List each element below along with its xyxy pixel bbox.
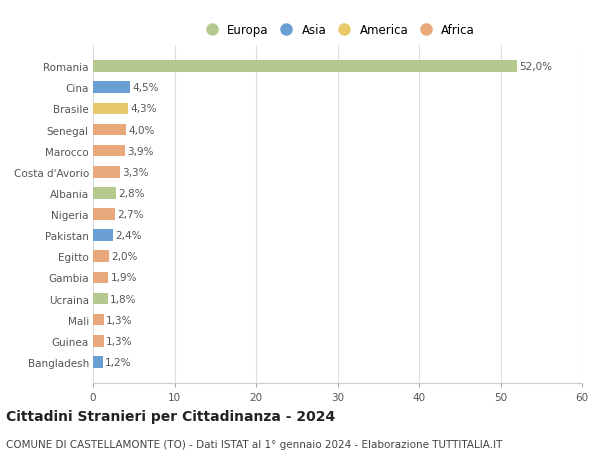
Text: 2,8%: 2,8% — [118, 189, 145, 198]
Bar — [93, 230, 113, 241]
Text: 1,9%: 1,9% — [111, 273, 137, 283]
Text: COMUNE DI CASTELLAMONTE (TO) - Dati ISTAT al 1° gennaio 2024 - Elaborazione TUTT: COMUNE DI CASTELLAMONTE (TO) - Dati ISTA… — [6, 440, 502, 449]
Text: 1,3%: 1,3% — [106, 336, 133, 346]
Text: 3,3%: 3,3% — [122, 168, 149, 178]
Text: Cittadini Stranieri per Cittadinanza - 2024: Cittadini Stranieri per Cittadinanza - 2… — [6, 409, 335, 423]
Bar — [93, 335, 104, 347]
Text: 4,0%: 4,0% — [128, 125, 154, 135]
Bar — [93, 272, 109, 284]
Bar — [93, 146, 125, 157]
Text: 1,2%: 1,2% — [105, 357, 132, 367]
Bar — [93, 209, 115, 220]
Bar — [93, 188, 116, 199]
Text: 4,3%: 4,3% — [130, 104, 157, 114]
Bar — [93, 356, 103, 368]
Legend: Europa, Asia, America, Africa: Europa, Asia, America, Africa — [200, 24, 475, 37]
Bar — [93, 103, 128, 115]
Bar — [93, 167, 120, 178]
Bar — [93, 314, 104, 326]
Text: 2,7%: 2,7% — [118, 210, 144, 219]
Text: 4,5%: 4,5% — [132, 83, 158, 93]
Bar — [93, 124, 125, 136]
Text: 1,8%: 1,8% — [110, 294, 137, 304]
Bar — [93, 251, 109, 263]
Text: 52,0%: 52,0% — [519, 62, 552, 72]
Bar — [93, 293, 107, 305]
Bar — [93, 61, 517, 73]
Text: 2,0%: 2,0% — [112, 252, 138, 262]
Text: 1,3%: 1,3% — [106, 315, 133, 325]
Text: 2,4%: 2,4% — [115, 231, 142, 241]
Text: 3,9%: 3,9% — [127, 146, 154, 157]
Bar — [93, 82, 130, 94]
